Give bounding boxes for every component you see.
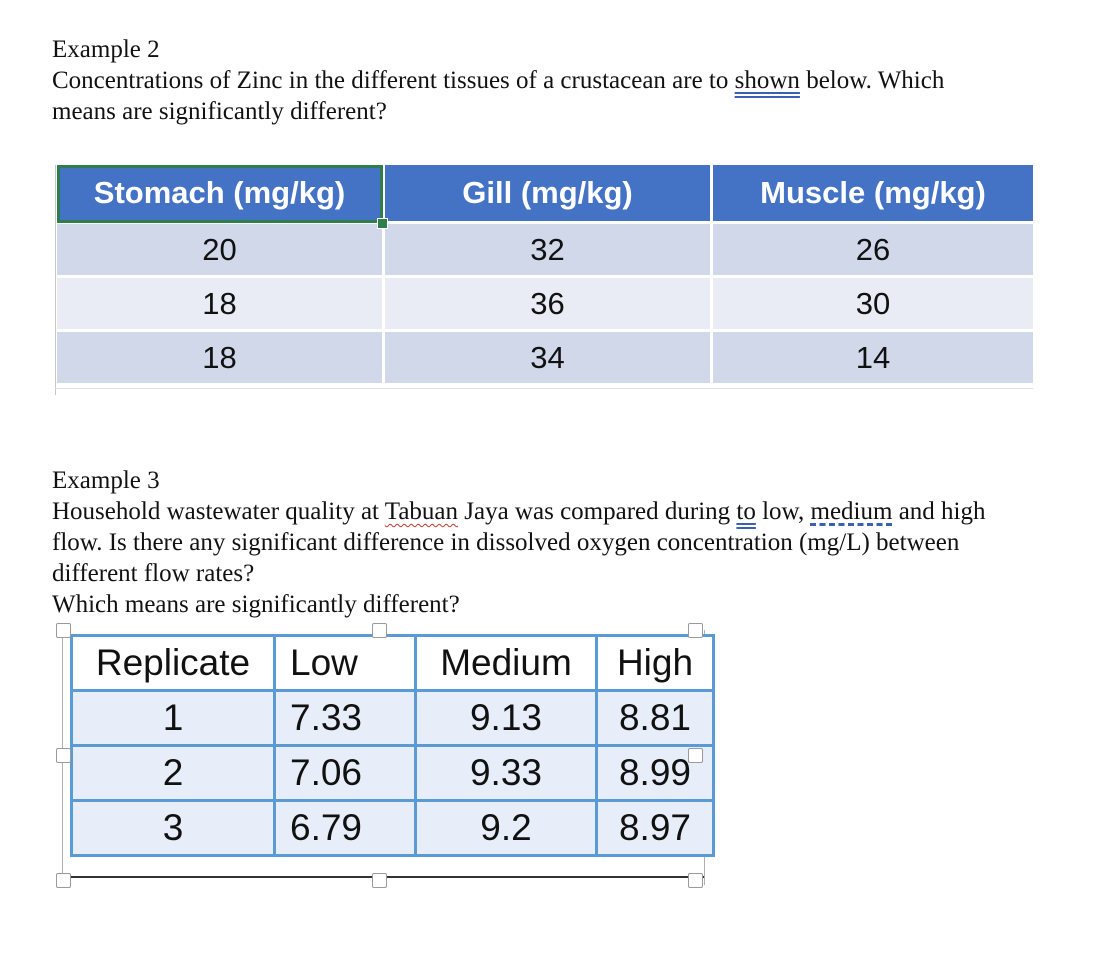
table-cell: 8.97	[595, 799, 715, 857]
resize-handle-bottom[interactable]	[372, 873, 387, 888]
table-cell: 3	[70, 799, 276, 857]
example-2-line-1-start: Concentrations of Zinc in the different …	[52, 67, 735, 94]
table-row: 3 6.79 9.2 8.97	[70, 799, 715, 857]
example-3-line-1-c: Jaya was compared during	[458, 498, 737, 525]
table-cell[interactable]: 36	[385, 278, 710, 329]
example-2-text: Example 2 Concentrations of Zinc in the …	[52, 34, 1052, 127]
grammar-flag-to[interactable]: to	[736, 498, 756, 525]
grammar-flag-shown[interactable]: shown	[734, 67, 800, 94]
table-cell: 6.79	[273, 799, 417, 857]
resize-handle-top[interactable]	[372, 623, 387, 638]
example-3-line-1: Household wastewater quality at Tabuan J…	[52, 496, 1062, 527]
dissolved-oxygen-table: Replicate Low Medium High 1 7.33 9.13 8.…	[70, 634, 715, 857]
zinc-table: Stomach (mg/kg) Gill (mg/kg) Muscle (mg/…	[57, 165, 1033, 386]
resize-handle-bottom-left[interactable]	[56, 873, 71, 888]
table-cell[interactable]: 14	[713, 332, 1033, 383]
header-cell-medium: Medium	[414, 634, 598, 692]
table-cell[interactable]: 26	[713, 224, 1033, 275]
example-2-line-1-end: below. Which	[799, 67, 945, 94]
example-3-line-1-g: and high	[892, 498, 986, 525]
resize-handle-bottom-right[interactable]	[688, 873, 703, 888]
table-header-row: Replicate Low Medium High	[70, 634, 715, 692]
grammar-flag-medium[interactable]: medium	[810, 498, 893, 525]
table-cell[interactable]: 18	[57, 332, 382, 383]
table-1-gridline-bottom	[55, 388, 1033, 389]
table-cell: 1	[70, 689, 276, 747]
resize-handle-right[interactable]	[688, 748, 703, 763]
resize-handle-left[interactable]	[56, 748, 71, 763]
table-cell[interactable]: 18	[57, 278, 382, 329]
spelling-flag-tabuan[interactable]: Tabuan	[384, 498, 459, 525]
table-cell[interactable]: 20	[57, 224, 382, 275]
example-3-line-3: different flow rates?	[52, 560, 255, 587]
table-row: 2 7.06 9.33 8.99	[70, 744, 715, 802]
table-row: 18 36 30	[57, 278, 1033, 329]
table-cell: 8.81	[595, 689, 715, 747]
example-2-line-1: Concentrations of Zinc in the different …	[52, 65, 1052, 96]
example-3-line-1-e: low,	[755, 498, 811, 525]
table-1-gridline	[55, 165, 56, 395]
table-cell[interactable]: 34	[385, 332, 710, 383]
example-3-text: Example 3 Household wastewater quality a…	[52, 465, 1062, 620]
example-3-line-1-a: Household wastewater quality at	[52, 498, 385, 525]
header-cell-low: Low	[273, 634, 417, 692]
table-cell: 7.33	[273, 689, 417, 747]
example-3-line-2: flow. Is there any significant differenc…	[52, 529, 960, 556]
table-cell: 9.33	[414, 744, 598, 802]
table-row: 18 34 14	[57, 332, 1033, 383]
header-cell-muscle[interactable]: Muscle (mg/kg)	[713, 165, 1033, 221]
resize-handle-top-left[interactable]	[56, 623, 71, 638]
table-cell: 7.06	[273, 744, 417, 802]
example-2-line-2: means are significantly different?	[52, 98, 387, 125]
header-cell-gill[interactable]: Gill (mg/kg)	[385, 165, 710, 221]
header-cell-stomach[interactable]: Stomach (mg/kg)	[57, 165, 382, 221]
table-row: 1 7.33 9.13 8.81	[70, 689, 715, 747]
fill-handle[interactable]	[377, 218, 388, 229]
table-cell[interactable]: 30	[713, 278, 1033, 329]
table-row: 20 32 26	[57, 224, 1033, 275]
example-3-heading: Example 3	[52, 467, 160, 494]
header-cell-replicate: Replicate	[70, 634, 276, 692]
example-2-heading: Example 2	[52, 36, 160, 63]
resize-handle-top-right[interactable]	[688, 623, 703, 638]
table-cell: 2	[70, 744, 276, 802]
table-cell[interactable]: 32	[385, 224, 710, 275]
table-cell: 9.2	[414, 799, 598, 857]
header-cell-high: High	[595, 634, 715, 692]
example-3-line-4: Which means are significantly different?	[52, 591, 460, 618]
table-cell: 9.13	[414, 689, 598, 747]
table-header-row: Stomach (mg/kg) Gill (mg/kg) Muscle (mg/…	[57, 165, 1033, 221]
